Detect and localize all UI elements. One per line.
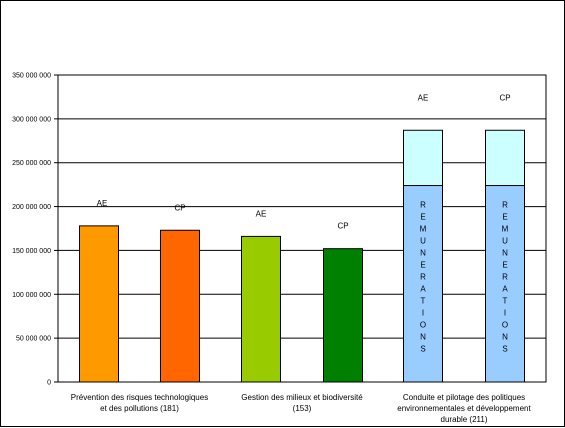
bar-inner-label-char: M (502, 225, 509, 234)
category-label: environnementales et développement (397, 404, 531, 413)
bar-series-label: AE (256, 209, 267, 218)
y-tick-label: 200 000 000 (12, 204, 51, 211)
bar-inner-label-char: N (502, 333, 508, 342)
category-label: Prévention des risques technologiques (71, 393, 208, 402)
category-label: durable (211) (441, 415, 488, 424)
bar (160, 229, 200, 383)
bar-inner-label-char: O (420, 321, 426, 330)
bar-inner-label-char: R (420, 273, 426, 282)
y-axis: 0 50 000 000 100 000 000 150 000 000 200 000… (12, 73, 547, 387)
bar-inner-label-char: M (420, 225, 427, 234)
bar-inner-label-char: E (502, 261, 507, 270)
bar-series-label: AE (418, 93, 429, 102)
bar-segment (485, 129, 525, 187)
y-tick-label: 350 000 000 (12, 73, 51, 80)
bar-series-label: AE (97, 199, 108, 208)
plot-area-border (57, 74, 547, 383)
bar-inner-label-char: E (420, 213, 425, 222)
y-tick-label: 50 000 000 (16, 336, 51, 343)
category-label: (153) (293, 404, 312, 413)
bar-inner-label-char: N (420, 249, 426, 258)
y-tick-label: 250 000 000 (12, 160, 51, 167)
bar-inner-label-char: A (502, 285, 508, 294)
bar-inner-label-char: R (502, 201, 508, 210)
category-label: et des pollutions (181) (100, 404, 179, 413)
bar-inner-label-char: I (504, 309, 506, 318)
bar (79, 225, 119, 383)
gridlines (58, 74, 546, 339)
bar (241, 235, 281, 383)
bar-series-label: CP (499, 93, 510, 102)
category-label: Conduite et pilotage des politiques (403, 393, 525, 402)
bar-inner-label-char: N (502, 249, 508, 258)
bar-inner-label-char: R (420, 201, 426, 210)
bar-inner-label-char: I (422, 309, 424, 318)
y-tick-label: 0 (47, 380, 51, 387)
bar-inner-label-char: T (421, 297, 426, 306)
bar-inner-label-char: S (420, 345, 425, 354)
bar-inner-label-char: T (503, 297, 508, 306)
bar-inner-label-char: N (420, 333, 426, 342)
y-tick-label: 300 000 000 (12, 116, 51, 123)
bar-inner-label-char: S (502, 345, 507, 354)
category-label: Gestion des milieux et biodiversité (241, 393, 363, 402)
bar-series-label: CP (337, 222, 348, 231)
bar-inner-label-char: E (502, 213, 507, 222)
bar-inner-label-char: R (502, 273, 508, 282)
bar (323, 248, 363, 383)
bar-segment (403, 129, 443, 187)
bar-inner-label-char: O (502, 321, 508, 330)
bar-segment (485, 185, 525, 383)
bars (79, 129, 525, 383)
bar-inner-label-char: U (420, 237, 426, 246)
bar-inner-label-char: U (502, 237, 508, 246)
bar-inner-label-char: E (420, 261, 425, 270)
bar-series-label: CP (174, 203, 185, 212)
bar-inner-label-char: A (420, 285, 426, 294)
y-tick-label: 100 000 000 (12, 292, 51, 299)
y-tick-label: 150 000 000 (12, 248, 51, 255)
